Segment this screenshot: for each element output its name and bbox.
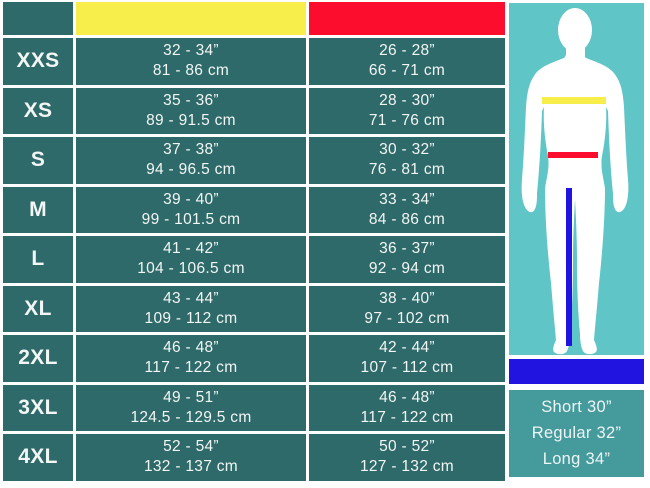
chest-measure-line [542,97,606,104]
chest-inches: 41 - 42” [163,240,219,258]
waist-cell: 30 - 32” 76 - 81 cm [309,137,505,184]
chest-cell: 43 - 44” 109 - 112 cm [76,285,306,332]
waist-cell: 36 - 37” 92 - 94 cm [309,236,505,283]
inseam-legend-bar [509,359,644,384]
waist-cm: 66 - 71 cm [368,62,446,80]
waist-cell: 33 - 34” 84 - 86 cm [309,186,505,233]
chest-inches: 46 - 48” [163,339,219,357]
chest-cell: 46 - 48” 117 - 122 cm [76,335,306,382]
chest-inches: 52 - 54” [163,438,219,456]
waist-cm: 92 - 94 cm [368,260,446,278]
chest-cell: 41 - 42” 104 - 106.5 cm [76,236,306,283]
chest-cell: 37 - 38” 94 - 96.5 cm [76,137,306,184]
chest-inches: 49 - 51” [163,388,219,406]
chest-cm: 109 - 112 cm [144,309,238,327]
waist-cm: 76 - 81 cm [368,161,446,179]
waist-cm: 127 - 132 cm [359,458,455,476]
chest-header-color-swatch [76,2,306,35]
chest-cm: 117 - 122 cm [144,359,238,377]
size-cell: S [3,137,73,184]
waist-cm: 71 - 76 cm [368,111,446,129]
waist-cm: 107 - 112 cm [360,359,454,377]
chest-cm: 81 - 86 cm [152,62,230,80]
waist-cell: 46 - 48” 117 - 122 cm [309,384,505,431]
waist-cm: 84 - 86 cm [368,210,446,228]
chest-cell: 49 - 51” 124.5 - 129.5 cm [76,384,306,431]
chest-cell: 32 - 34” 81 - 86 cm [76,38,306,85]
waist-cell: 42 - 44” 107 - 112 cm [309,335,505,382]
waist-inches: 46 - 48” [379,388,435,406]
size-table: XXS 32 - 34” 81 - 86 cm 26 - 28” 66 - 71… [3,2,505,488]
chest-cm: 132 - 137 cm [143,458,239,476]
inseam-short-label: Short 30” [541,398,612,416]
chest-cell: 35 - 36” 89 - 91.5 cm [76,87,306,134]
waist-inches: 50 - 52” [379,438,435,456]
waist-cell: 50 - 52” 127 - 132 cm [309,434,505,481]
chest-inches: 32 - 34” [163,42,219,60]
inseam-long-label: Long 34” [542,450,611,468]
chest-cm: 104 - 106.5 cm [137,260,245,278]
waist-inches: 30 - 32” [379,141,435,159]
chest-cell: 39 - 40” 99 - 101.5 cm [76,186,306,233]
chest-inches: 37 - 38” [163,141,219,159]
inseam-regular-label: Regular 32” [531,424,622,442]
chest-cell: 52 - 54” 132 - 137 cm [76,434,306,481]
body-silhouette-icon [521,8,629,355]
waist-inches: 28 - 30” [379,91,435,109]
waist-cm: 117 - 122 cm [360,408,454,426]
inseam-length-block: Short 30” Regular 32” Long 34” [509,390,644,477]
waist-header-color-swatch [309,2,505,35]
body-silhouette-figure [509,3,644,355]
chest-cm: 89 - 91.5 cm [146,111,236,129]
chest-cm: 94 - 96.5 cm [146,161,236,179]
size-cell: 2XL [3,335,73,382]
waist-cell: 26 - 28” 66 - 71 cm [309,38,505,85]
waist-cm: 97 - 102 cm [364,309,450,327]
size-cell: 3XL [3,384,73,431]
size-cell: XXS [3,38,73,85]
waist-cell: 38 - 40” 97 - 102 cm [309,285,505,332]
size-cell: M [3,186,73,233]
waist-inches: 26 - 28” [379,42,435,60]
measurement-guide-panel: Short 30” Regular 32” Long 34” [509,2,644,488]
chest-inches: 35 - 36” [163,91,219,109]
chest-cm: 124.5 - 129.5 cm [130,408,252,426]
waist-inches: 42 - 44” [379,339,435,357]
waist-measure-line [548,152,598,158]
waist-cell: 28 - 30” 71 - 76 cm [309,87,505,134]
size-cell: 4XL [3,434,73,481]
chest-inches: 43 - 44” [163,289,219,307]
header-empty-cell [3,2,73,35]
chest-cm: 99 - 101.5 cm [141,210,241,228]
waist-inches: 33 - 34” [379,190,435,208]
size-cell: XL [3,285,73,332]
size-cell: XS [3,87,73,134]
waist-inches: 38 - 40” [379,289,435,307]
size-cell: L [3,236,73,283]
inseam-measure-line [566,188,572,346]
waist-inches: 36 - 37” [379,240,435,258]
chest-inches: 39 - 40” [163,190,219,208]
